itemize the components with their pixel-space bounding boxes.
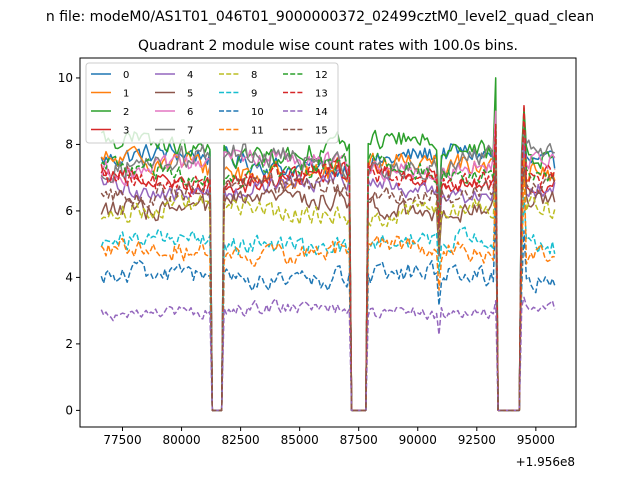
series-line-12 bbox=[100, 113, 556, 412]
legend-label: 8 bbox=[251, 70, 257, 81]
series-line-15 bbox=[100, 166, 556, 412]
legend-entry-9: 9 bbox=[219, 89, 257, 100]
legend-entry-1: 1 bbox=[91, 89, 129, 100]
x-tick-label: 95000 bbox=[517, 433, 555, 447]
y-tick-label: 6 bbox=[65, 204, 73, 218]
legend-label: 15 bbox=[315, 126, 328, 137]
y-tick-label: 0 bbox=[65, 403, 73, 417]
legend-entry-11: 11 bbox=[219, 126, 264, 137]
legend-label: 4 bbox=[187, 70, 193, 81]
series-line-6 bbox=[100, 110, 556, 412]
axes: 77500 80000 82500 85000 87500 90000 92500 95000… bbox=[58, 57, 577, 447]
legend-entry-13: 13 bbox=[283, 89, 328, 100]
legend-entry-0: 0 bbox=[91, 70, 129, 81]
series-line-13 bbox=[100, 103, 556, 412]
legend-entry-2: 2 bbox=[91, 107, 129, 118]
legend-label: 12 bbox=[315, 70, 328, 81]
series-line-1 bbox=[100, 123, 556, 412]
series-line-7 bbox=[100, 123, 555, 412]
legend-entry-12: 12 bbox=[283, 70, 328, 81]
legend-label: 3 bbox=[123, 126, 129, 137]
legend-label: 13 bbox=[315, 89, 328, 100]
legend-label: 7 bbox=[187, 126, 193, 137]
y-tick-label: 4 bbox=[65, 270, 73, 284]
y-tick-label: 2 bbox=[65, 337, 73, 351]
x-tick-label: 92500 bbox=[458, 433, 496, 447]
x-offset-label: +1.956e8 bbox=[516, 455, 575, 469]
legend-label: 10 bbox=[251, 107, 264, 118]
legend-label: 2 bbox=[123, 107, 129, 118]
series-line-5 bbox=[100, 163, 556, 412]
x-tick-label: 87500 bbox=[340, 433, 378, 447]
legend-entry-4: 4 bbox=[155, 70, 193, 81]
series-line-11 bbox=[100, 156, 555, 412]
legend-label: 0 bbox=[123, 70, 129, 81]
legend-label: 14 bbox=[315, 107, 328, 118]
series-line-9 bbox=[100, 183, 556, 412]
legend-entry-15: 15 bbox=[283, 126, 328, 137]
legend-entry-14: 14 bbox=[283, 107, 328, 118]
legend-entry-8: 8 bbox=[219, 70, 257, 81]
legend-entry-7: 7 bbox=[155, 126, 193, 137]
legend-label: 6 bbox=[187, 107, 193, 118]
y-tick-label: 10 bbox=[58, 71, 73, 85]
x-tick-label: 85000 bbox=[281, 433, 319, 447]
plot-frame bbox=[79, 57, 577, 428]
legend-entry-3: 3 bbox=[91, 126, 129, 137]
series-line-10 bbox=[100, 203, 556, 412]
legend-label: 5 bbox=[187, 89, 193, 100]
figure-suptitle: n file: modeM0/AS1T01_046T01_9000000372_… bbox=[46, 9, 594, 25]
series-line-3 bbox=[100, 130, 556, 412]
x-tick-label: 82500 bbox=[222, 433, 260, 447]
y-tick-label: 8 bbox=[65, 137, 73, 151]
legend-entry-6: 6 bbox=[155, 107, 193, 118]
x-tick-label: 90000 bbox=[399, 433, 437, 447]
x-tick-label: 80000 bbox=[162, 433, 200, 447]
legend-entry-5: 5 bbox=[155, 89, 193, 100]
legend-entry-10: 10 bbox=[219, 107, 264, 118]
chart-title: Quadrant 2 module wise count rates with … bbox=[138, 38, 518, 54]
legend-label: 9 bbox=[251, 89, 257, 100]
legend-label: 11 bbox=[251, 126, 264, 137]
legend-label: 1 bbox=[123, 89, 129, 100]
x-tick-label: 77500 bbox=[103, 433, 141, 447]
legend-box bbox=[85, 62, 339, 144]
